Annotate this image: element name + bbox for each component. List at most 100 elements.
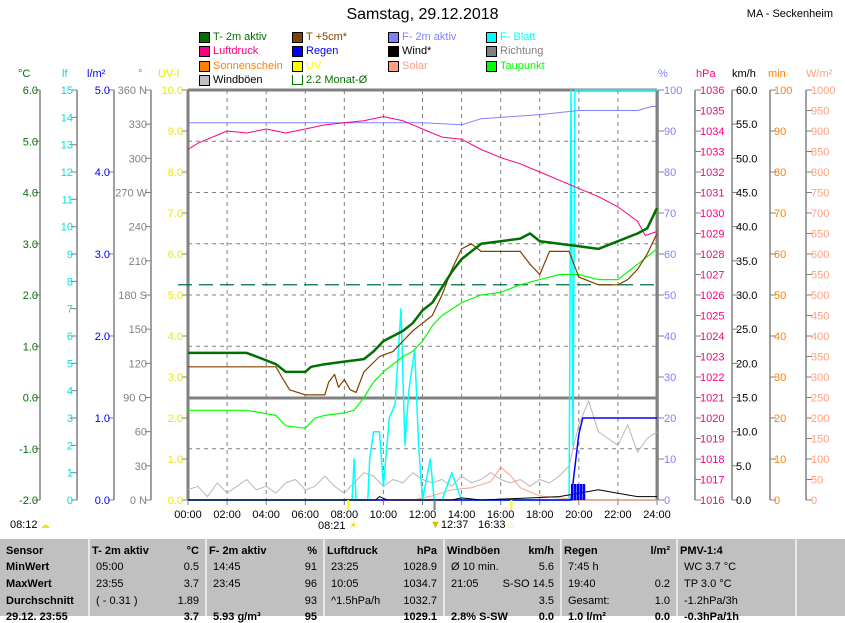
legend-label: F- Blatt [500,31,536,43]
axis-tick-label: 1025 [700,311,724,323]
axis-tick-label: 80 [664,167,676,179]
legend-swatch [388,45,399,57]
time-tick-label: 12:00 [408,509,437,521]
axis-tick-label: 9 [67,249,73,261]
stats-row-label: MinWert [6,561,50,573]
sunset-time: 16:33 [478,519,506,531]
legend-label: Sonnenschein [213,60,283,72]
legend-item-wind: Wind* [388,45,431,57]
stats-row-label: MaxWert [6,578,52,590]
axis-tick-label: 550 [811,270,829,282]
legend-label: UV [306,60,322,72]
axis-tick-label: 800 [811,167,829,179]
axis-unit-c: °C [18,68,31,80]
axis-tick-label: 1020 [700,413,724,425]
axis-tick-label: 0 [67,495,73,507]
legend-swatch [292,75,303,85]
axis-tick-label: 20 [774,413,786,425]
axis-tick-label: 60 [135,427,147,439]
legend-swatch [388,31,399,43]
axis-tick-label: 0 [811,495,817,507]
axis-tick-label: 150 [129,324,147,336]
axis-tick-label: 1027 [700,270,724,282]
axis-tick-label: 5.0 [23,136,38,148]
axis-tick-label: 2.0 [95,331,110,343]
stats-table: Sensor T- 2m aktiv °C F- 2m aktiv% Luftdruck… [0,538,845,623]
axis-tick-label: 1 [67,468,73,480]
legend-label: Windböen [213,74,263,86]
legend-swatch [486,31,497,43]
axis-tick-label: 450 [811,311,829,323]
stats-header: Sensor [6,545,44,557]
axis-tick-label: 1021 [700,393,724,405]
axis-tick-label: 3 [67,413,73,425]
axis-tick-label: 1028 [700,249,724,261]
axis-tick-label: 700 [811,208,829,220]
time-tick-label: 04:00 [252,509,280,521]
axis-tick-label: 50.0 [736,153,757,165]
axis-tick-label: 1.0 [95,413,110,425]
stats-cell-value: 0.2 [654,578,670,590]
page-title: Samstag, 29.12.2018 [346,6,499,23]
axis-tick-label: 200 [811,413,829,425]
stats-cell-time: 23:45 [213,578,241,590]
stats-cell-value: 1032.7 [403,595,437,607]
axis-tick-label: 1022 [700,372,724,384]
legend-label: Wind* [402,45,432,57]
axis-tick-label: 10 [664,454,676,466]
series-regen [188,417,657,501]
axis-tick-label: 50 [664,290,676,302]
axis-tick-label: 10 [61,222,73,234]
axis-tick-label: 1034 [700,126,724,138]
stats-cell-value: 93 [304,595,317,607]
stats-cell-time: -1.2hPa/3h [684,595,738,607]
sunrise-marker: 08:12 ☁ [10,519,50,531]
legend-item-sonnenschein: Sonnenschein [199,60,283,72]
series-wind [188,489,657,501]
axis-tick-label: 100 [774,85,792,97]
axis-tick-label: 850 [811,147,829,159]
legend-swatch [292,45,303,57]
axis-unit-lf: lf [62,68,68,80]
stats-cell-time: 7:45 h [568,561,599,573]
axis-tick-label: 45.0 [736,188,757,200]
axis-tick-label: 1019 [700,434,724,446]
axis-tick-label: 100 [811,454,829,466]
stats-cell-time: 14:45 [213,561,241,573]
axis-tick-label: 4 [67,386,73,398]
stats-cell-time: ^1.5hPa/h [331,595,381,607]
stats-cell-time: 23:25 [331,561,359,573]
stats-cell-value: 1.0 [654,595,670,607]
stats-row-label: Durchschnitt [6,595,74,607]
weather-chart: 6.05.04.03.02.01.00.0-1.0-2.015141312111… [19,85,835,510]
legend-label: Regen [306,45,339,57]
stats-header-unit: l/m² [650,545,670,557]
axis-unit-km-h: km/h [732,68,756,80]
axis-tick-label: -1.0 [19,444,38,456]
legend-item-t-2m-aktiv: T- 2m aktiv [199,31,267,43]
axis-tick-label: 180 S [118,290,147,302]
axis-tick-label: 30.0 [736,290,757,302]
axis-tick-label: 0.0 [23,393,38,405]
axis-unit-deg: % [658,68,668,80]
axis-tick-label: 6.0 [23,85,38,97]
stats-cell-time: 23:55 [96,578,124,590]
stats-header: Regen [564,545,598,557]
legend-item-f-blatt: F- Blatt [486,31,535,43]
axis-unit-w-m: W/m² [806,68,833,80]
noon-marker: ▼12:37 [430,519,468,531]
rain-bar [579,484,583,500]
axis-tick-label: 330 [129,119,147,131]
axis-tick-label: 120 [129,358,147,370]
axis-tick-label: 20.0 [736,358,757,370]
axis-tick-label: 80 [774,167,786,179]
axis-tick-label: 900 [811,126,829,138]
stats-cell-value: 3.7 [183,611,199,623]
legend-item-solar: Solar [388,60,428,72]
moon-icon: □ [508,521,514,530]
axis-tick-label: 1000 [811,85,835,97]
axis-tick-label: 1030 [700,208,724,220]
axis-tick-label: 1018 [700,454,724,466]
series-luftdruck [187,116,658,236]
axis-tick-label: 1.0 [168,454,183,466]
